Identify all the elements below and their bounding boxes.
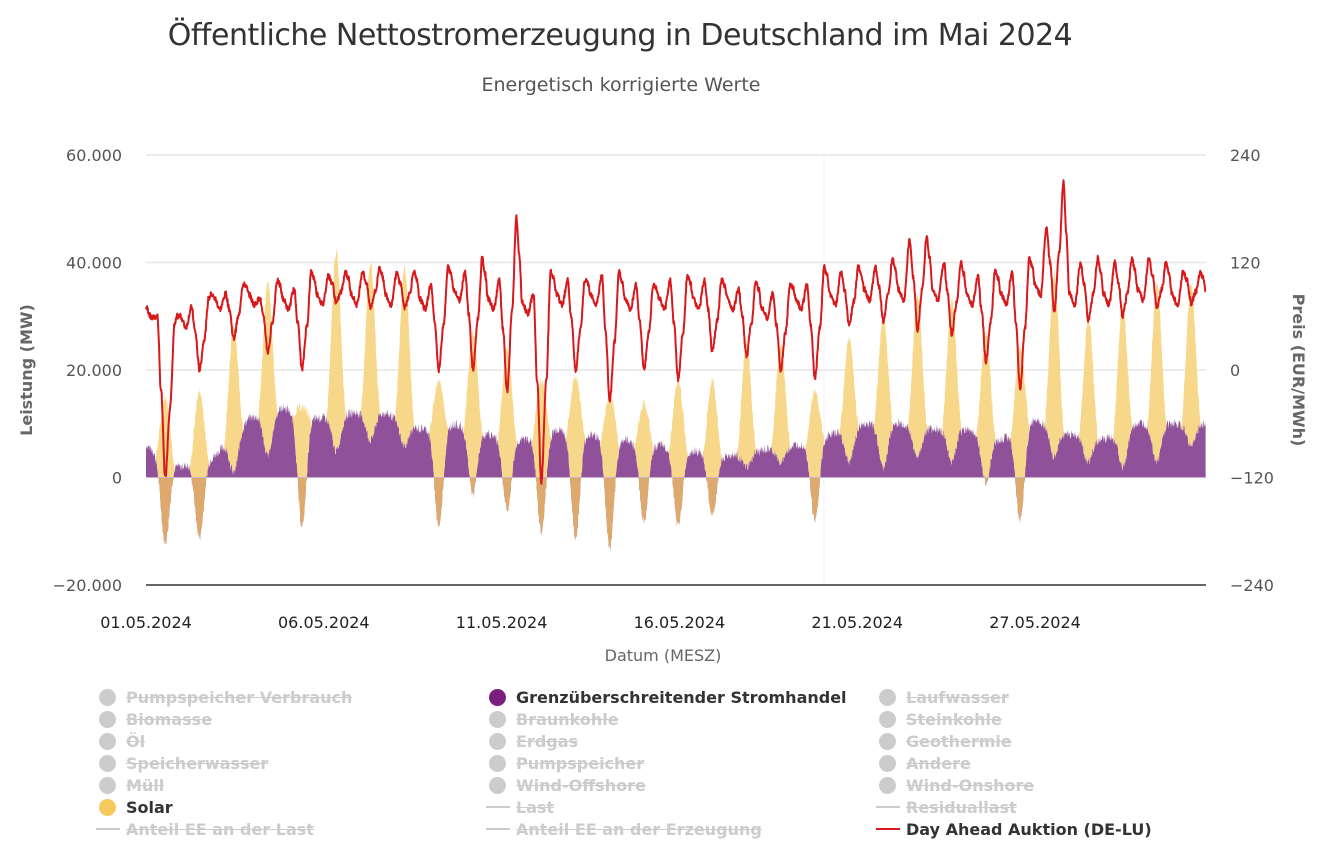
legend-label: Müll [126,775,165,795]
legend-item-pumpspeicher-verbrauch[interactable]: Pumpspeicher Verbrauch [96,686,352,708]
legend-label: Solar [126,797,173,817]
legend-label: Erdgas [516,731,579,751]
price-line [145,179,1207,485]
price-series [145,179,1207,485]
x-tick-label: 16.05.2024 [634,613,726,632]
legend-dot-icon [876,776,906,794]
legend-dot-icon [96,732,126,750]
legend-dot-icon [876,688,906,706]
y-tick-label-right: −120 [1230,469,1274,488]
legend-item-anteil-ee-an-der-erzeugung[interactable]: Anteil EE an der Erzeugung [486,818,762,840]
legend-dot-icon [486,776,516,794]
chart-canvas[interactable]: 60.000 40.000 20.000 0 −20.000 240 120 0 −120 −24… [0,0,1340,680]
legend-label: Andere [906,753,971,773]
chart-subtitle: Energetisch korrigierte Werte [481,74,761,96]
legend-item-grenzüberschreitender-stromhandel[interactable]: Grenzüberschreitender Stromhandel [486,686,847,708]
y-tick-label-right: 120 [1230,254,1261,273]
x-tick-label: 11.05.2024 [456,613,548,632]
legend-label: Anteil EE an der Last [126,819,314,839]
y-tick-label-left: 40.000 [66,254,122,273]
x-tick-label: 01.05.2024 [100,613,192,632]
legend-item-anteil-ee-an-der-last[interactable]: Anteil EE an der Last [96,818,314,840]
legend-dot-icon [486,754,516,772]
legend-line-icon [876,806,906,808]
legend-dot-icon [96,776,126,794]
x-tick-label: 06.05.2024 [278,613,370,632]
y-tick-label-right: −240 [1230,576,1274,595]
legend-label: Biomasse [126,709,213,729]
legend-dot-icon [876,754,906,772]
axes: 60.000 40.000 20.000 0 −20.000 240 120 0 −120 −24… [53,146,1274,632]
y-tick-label-right: 240 [1230,146,1261,165]
legend-item-geothermie[interactable]: Geothermie [876,730,1012,752]
legend-item-day-ahead-auktion-de-lu-[interactable]: Day Ahead Auktion (DE-LU) [876,818,1152,840]
legend-label: Anteil EE an der Erzeugung [516,819,762,839]
chart-title: Öffentliche Nettostromerzeugung in Deuts… [167,18,1073,53]
legend-dot-icon [96,754,126,772]
legend-line-icon [486,806,516,808]
legend-dot-icon [96,798,126,816]
legend-dot-icon [486,732,516,750]
legend-label: Braunkohle [516,709,619,729]
legend-item-müll[interactable]: Müll [96,774,164,796]
legend-item-wind-onshore[interactable]: Wind-Onshore [876,774,1034,796]
legend-item-andere[interactable]: Andere [876,752,971,774]
legend-label: Grenzüberschreitender Stromhandel [516,687,847,707]
legend-item-erdgas[interactable]: Erdgas [486,730,578,752]
legend-label: Geothermie [906,731,1012,751]
legend-label: Pumpspeicher Verbrauch [126,687,353,707]
y-tick-label-left: 0 [112,469,122,488]
legend-item-laufwasser[interactable]: Laufwasser [876,686,1009,708]
legend-label: Wind-Onshore [906,775,1035,795]
y-axis-title-left: Leistung (MW) [17,304,36,436]
trade-area [146,403,1206,550]
legend-dot-icon [486,688,516,706]
legend-item-last[interactable]: Last [486,796,554,818]
y-tick-label-left: −20.000 [53,576,122,595]
solar-area [146,247,1206,478]
legend-item-wind-offshore[interactable]: Wind-Offshore [486,774,646,796]
legend-label: Residuallast [906,797,1017,817]
legend-dot-icon [486,710,516,728]
legend-item-braunkohle[interactable]: Braunkohle [486,708,619,730]
legend-line-icon [486,828,516,830]
legend-label: Day Ahead Auktion (DE-LU) [906,819,1152,839]
legend-label: Öl [126,731,146,751]
legend-item-residuallast[interactable]: Residuallast [876,796,1017,818]
y-tick-label-left: 20.000 [66,361,122,380]
legend-label: Pumpspeicher [516,753,645,773]
y-tick-label-right: 0 [1230,361,1240,380]
legend-label: Laufwasser [906,687,1009,707]
legend-dot-icon [876,732,906,750]
legend-label: Steinkohle [906,709,1002,729]
legend-label: Speicherwasser [126,753,269,773]
x-axis-title: Datum (MESZ) [605,646,722,665]
legend-item-steinkohle[interactable]: Steinkohle [876,708,1002,730]
legend-dot-icon [96,710,126,728]
legend-label: Last [516,797,555,817]
legend-item-biomasse[interactable]: Biomasse [96,708,212,730]
legend-item-pumpspeicher[interactable]: Pumpspeicher [486,752,644,774]
x-tick-label: 21.05.2024 [811,613,903,632]
area-series [146,247,1206,550]
y-tick-label-left: 60.000 [66,146,122,165]
legend-line-icon [96,828,126,830]
x-tick-label: 27.05.2024 [989,613,1081,632]
legend: Pumpspeicher Verbrauch Biomasse Öl Speicher… [96,686,1246,856]
legend-label: Wind-Offshore [516,775,646,795]
legend-dot-icon [96,688,126,706]
legend-item-öl[interactable]: Öl [96,730,145,752]
legend-line-icon [876,828,906,830]
legend-dot-icon [876,710,906,728]
y-axis-title-right: Preis (EUR/MWh) [1289,294,1308,447]
legend-item-speicherwasser[interactable]: Speicherwasser [96,752,268,774]
legend-item-solar[interactable]: Solar [96,796,173,818]
